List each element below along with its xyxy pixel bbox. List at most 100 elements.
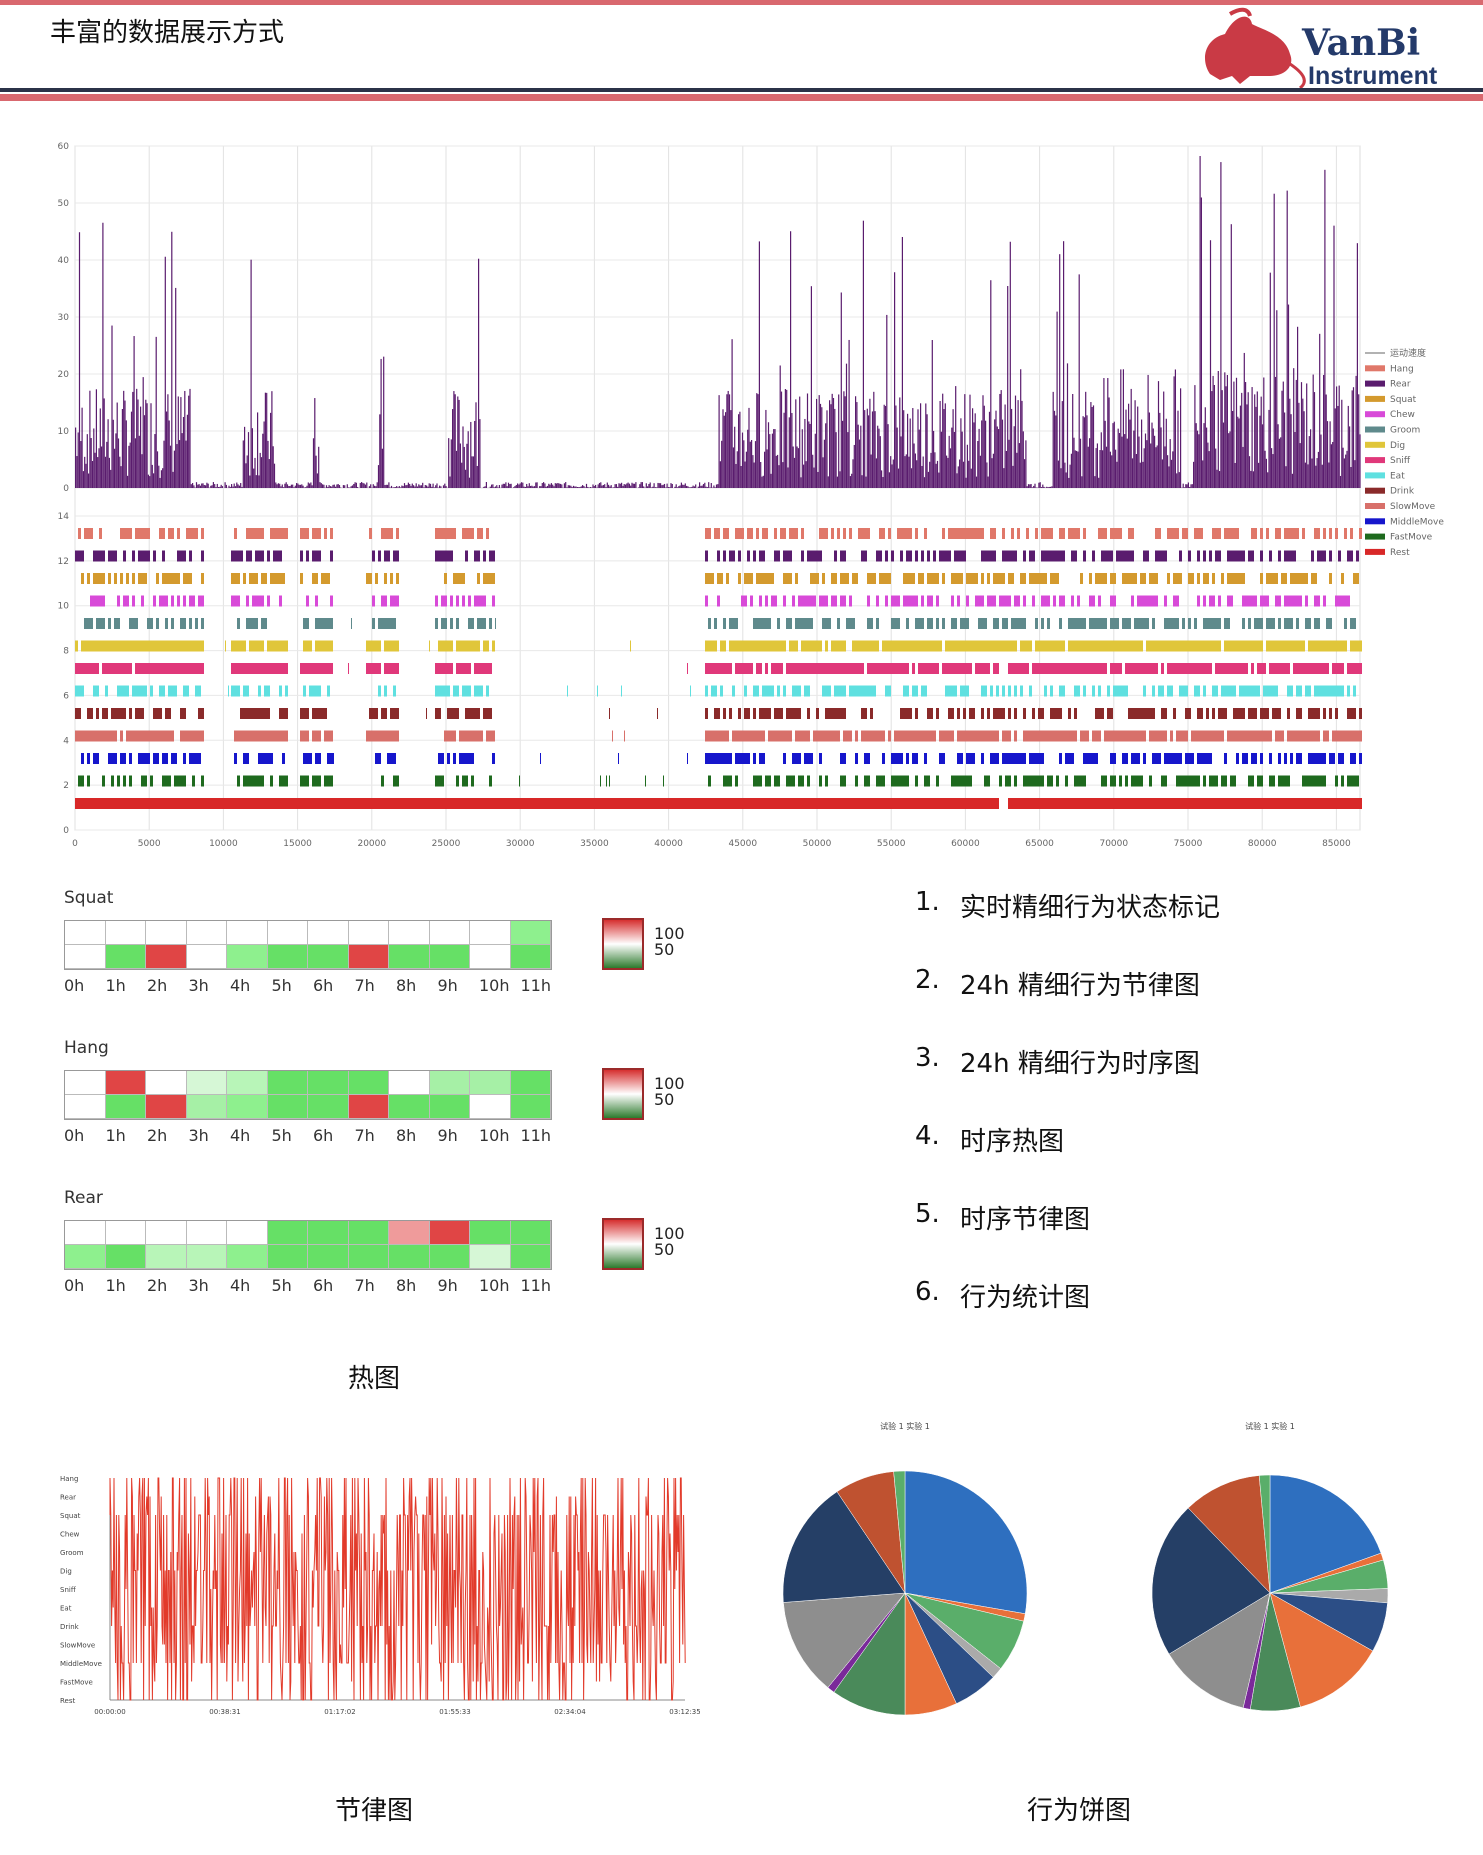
behavior-segment bbox=[762, 685, 765, 697]
speed-bar bbox=[393, 487, 395, 488]
behavior-segment bbox=[843, 798, 846, 809]
behavior-segment bbox=[861, 708, 864, 719]
behavior-segment bbox=[771, 730, 774, 742]
behavior-segment bbox=[135, 618, 138, 629]
behavior-segment bbox=[1329, 550, 1332, 562]
heatmap-cell bbox=[429, 1071, 470, 1095]
behavior-segment bbox=[729, 663, 732, 674]
behavior-segment bbox=[1167, 663, 1170, 674]
behavior-segment bbox=[1257, 663, 1260, 674]
feature-item: 1. 实时精细行为状态标记 bbox=[915, 887, 1220, 965]
behavior-segment bbox=[1350, 730, 1353, 742]
behavior-segment bbox=[738, 573, 741, 584]
behavior-segment bbox=[975, 730, 978, 742]
speed-y-tick-label: 40 bbox=[58, 256, 70, 266]
behavior-segment bbox=[1035, 775, 1038, 787]
legend-high-label: 100 bbox=[654, 1074, 685, 1093]
behavior-segment bbox=[1296, 708, 1299, 719]
behavior-segment bbox=[486, 798, 489, 809]
behavior-segment bbox=[1041, 573, 1044, 584]
behavior-segment bbox=[1008, 685, 1011, 697]
behavior-segment bbox=[834, 595, 837, 607]
behavior-segment bbox=[684, 798, 687, 809]
behavior-segment bbox=[912, 573, 915, 584]
speed-bar bbox=[1086, 415, 1088, 488]
behavior-segment bbox=[786, 663, 789, 674]
behavior-segment bbox=[465, 640, 468, 652]
behavior-segment bbox=[384, 730, 387, 742]
behavior-segment bbox=[237, 618, 240, 629]
speed-bar bbox=[263, 421, 265, 488]
behavior-segment bbox=[825, 775, 828, 787]
speed-bar bbox=[1169, 439, 1171, 488]
speed-bar bbox=[723, 415, 725, 488]
speed-bar bbox=[601, 485, 603, 488]
speed-bar bbox=[110, 469, 112, 488]
behavior-segment bbox=[1167, 640, 1170, 652]
behavior-segment bbox=[1305, 685, 1308, 697]
behavior-segment bbox=[831, 640, 834, 652]
speed-bar bbox=[245, 463, 247, 488]
behavior-segment bbox=[1131, 753, 1134, 764]
speed-bar bbox=[1278, 438, 1280, 488]
behavior-segment bbox=[1167, 618, 1170, 629]
behavior-segment bbox=[753, 753, 756, 764]
speed-bar bbox=[761, 476, 763, 488]
behavior-segment bbox=[1290, 550, 1293, 562]
behavior-segment bbox=[705, 640, 708, 652]
heatmap-cell bbox=[470, 945, 511, 969]
behavior-segment bbox=[390, 618, 393, 629]
behavior-segment bbox=[750, 573, 753, 584]
behavior-segment bbox=[1035, 798, 1038, 809]
behavior-segment bbox=[312, 550, 315, 562]
behavior-segment bbox=[1119, 663, 1122, 674]
behavior-segment bbox=[1233, 708, 1236, 719]
rhythm-caption: 节律图 bbox=[335, 1796, 414, 1826]
speed-bar bbox=[409, 483, 411, 488]
behavior-segment bbox=[642, 798, 645, 809]
behavior-segment bbox=[168, 685, 171, 697]
behavior-segment bbox=[114, 753, 117, 764]
speed-bar bbox=[108, 457, 110, 488]
behavior-segment bbox=[420, 798, 423, 809]
behavior-track bbox=[81, 573, 1359, 584]
behavior-segment bbox=[321, 573, 324, 584]
behavior-segment bbox=[1308, 618, 1311, 629]
behavior-segment bbox=[444, 573, 447, 584]
behavior-segment bbox=[87, 798, 90, 809]
behavior-segment bbox=[258, 708, 261, 719]
feature-text: 时序节律图 bbox=[960, 1205, 1091, 1235]
speed-bar bbox=[817, 471, 819, 488]
behavior-segment bbox=[171, 528, 174, 539]
behavior-segment bbox=[123, 663, 126, 674]
speed-bar bbox=[1324, 169, 1326, 489]
behavior-segment bbox=[168, 730, 171, 742]
speed-bar bbox=[676, 487, 679, 488]
speed-bar bbox=[910, 468, 913, 488]
speed-bar bbox=[420, 485, 422, 488]
behavior-segment bbox=[1155, 798, 1158, 809]
speed-bar bbox=[1320, 434, 1322, 488]
speed-bar bbox=[403, 483, 406, 488]
speed-bar bbox=[1213, 384, 1215, 488]
pie-slice bbox=[783, 1592, 906, 1688]
behavior-segment bbox=[735, 663, 738, 674]
behavior-segment bbox=[1101, 798, 1104, 809]
behavior-segment bbox=[1284, 550, 1287, 562]
behavior-segment bbox=[1023, 640, 1026, 652]
behavior-segment bbox=[930, 573, 933, 584]
speed-bar bbox=[220, 484, 222, 488]
heatmap-cell bbox=[510, 1245, 551, 1269]
behavior-segment bbox=[1191, 798, 1194, 809]
behavior-segment bbox=[726, 663, 729, 674]
speed-bar bbox=[806, 393, 809, 488]
behavior-segment bbox=[786, 573, 789, 584]
speed-bar bbox=[478, 258, 480, 488]
behavior-segment bbox=[1302, 775, 1305, 787]
speed-bar bbox=[541, 483, 543, 488]
behavior-segment bbox=[1335, 708, 1338, 719]
x-tick-label: 35000 bbox=[580, 839, 609, 849]
behavior-segment bbox=[789, 663, 792, 674]
behavior-segment bbox=[783, 573, 786, 584]
behavior-segment bbox=[183, 798, 186, 809]
